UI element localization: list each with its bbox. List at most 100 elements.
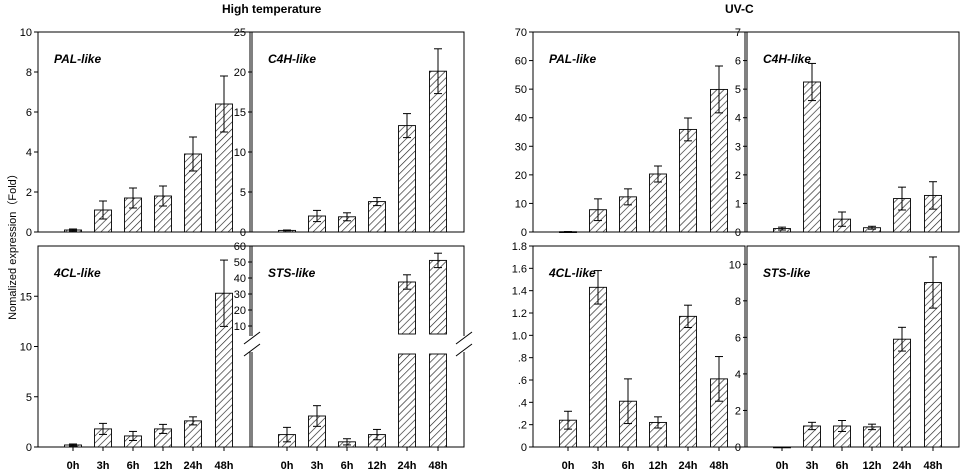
axis-break-gap-left-ht-sts-like [246,336,256,352]
y-tick-label-ht-pal-like: 8 [26,67,32,79]
title-high-temperature: High temperature [222,2,322,16]
y-tick-label-ht-4cl-like: 5 [26,392,32,404]
x-tick-label-ht-sts-like: 6h [341,460,354,472]
panel-label-uvc-c4h-like: C4H-like [763,52,811,66]
y-tick-label-uvc-pal-like: 30 [515,141,527,153]
y-tick-label-uvc-pal-like: 20 [515,170,527,182]
y-tick-label-ht-4cl-like: 15 [20,291,32,303]
panel-frame-uvc-sts-like [746,245,960,448]
bar-lower-ht-sts-like-24h [398,353,416,448]
y-tick-label-uvc-pal-like: 70 [515,27,527,39]
y-tick-label-uvc-4cl-like: 1.8 [512,241,527,253]
bar-upper-ht-sts-like-48h [429,259,447,335]
x-tick-label-ht-4cl-like: 3h [97,460,110,472]
x-tick-label-uvc-sts-like: 48h [924,460,943,472]
y-tick-label-uvc-sts-like: 8 [735,296,741,308]
x-tick-label-uvc-4cl-like: 6h [622,460,635,472]
y-tick-label-uvc-c4h-like: 7 [735,27,741,39]
panel-frame-uvc-c4h-like [746,31,960,233]
y-tick-label-uvc-4cl-like: 1.4 [512,286,527,298]
y-tick-label-ht-c4h-like: 5 [240,187,246,199]
panel-frame-ht-pal-like [37,31,251,233]
y-tick-label-ht-sts-like: 40 [234,273,246,285]
panel-label-ht-c4h-like: C4H-like [268,52,316,66]
axis-break-mark-ht-sts-like [455,331,473,345]
y-tick-label-uvc-4cl-like: .8 [518,353,527,365]
y-tick-label-uvc-c4h-like: 4 [735,113,741,125]
y-tick-label-ht-pal-like: 10 [20,27,32,39]
y-tick-label-uvc-c4h-like: 2 [735,170,741,182]
y-tick-label-ht-pal-like: 0 [26,227,32,239]
bar-uvc-pal-like-12h [649,173,667,233]
y-tick-label-uvc-pal-like: 10 [515,198,527,210]
x-tick-label-ht-sts-like: 0h [281,460,294,472]
bar-uvc-4cl-like-24h [679,315,697,448]
panel-label-ht-sts-like: STS-like [268,266,316,280]
title-uv-c: UV-C [725,2,754,16]
y-tick-label-ht-c4h-like: 25 [234,27,246,39]
y-tick-label-ht-c4h-like: 10 [234,147,246,159]
x-tick-label-ht-4cl-like: 6h [127,460,140,472]
y-tick-label-uvc-pal-like: 40 [515,113,527,125]
y-tick-label-uvc-4cl-like: 1.0 [512,330,527,342]
panel-label-uvc-4cl-like: 4CL-like [548,266,596,280]
y-tick-label-ht-pal-like: 4 [26,147,32,159]
x-tick-label-ht-4cl-like: 0h [67,460,80,472]
x-tick-label-uvc-4cl-like: 12h [649,460,668,472]
y-tick-label-uvc-sts-like: 2 [735,405,741,417]
y-tick-label-uvc-4cl-like: 1.2 [512,308,527,320]
panel-frame-uvc-4cl-like [532,245,746,448]
y-tick-label-ht-4cl-like: 0 [26,442,32,454]
y-tick-label-uvc-4cl-like: .2 [518,420,527,432]
y-tick-label-uvc-c4h-like: 3 [735,141,741,153]
bar-ht-c4h-like-12h [368,201,386,233]
y-tick-label-ht-sts-like: 20 [234,305,246,317]
y-tick-label-ht-4cl-like: 10 [20,342,32,354]
y-tick-label-uvc-c4h-like: 0 [735,227,741,239]
bar-ht-c4h-like-24h [398,125,416,233]
y-tick-label-uvc-c4h-like: 5 [735,84,741,96]
y-tick-label-ht-c4h-like: 20 [234,67,246,79]
x-tick-label-uvc-4cl-like: 48h [710,460,729,472]
panel-frame-ht-c4h-like [251,31,465,233]
y-tick-label-uvc-pal-like: 60 [515,56,527,68]
y-tick-label-ht-sts-like: 60 [234,241,246,253]
y-tick-label-uvc-pal-like: 50 [515,84,527,96]
y-tick-label-uvc-sts-like: 10 [729,259,741,271]
x-tick-label-ht-sts-like: 12h [368,460,387,472]
panel-label-ht-4cl-like: 4CL-like [53,266,101,280]
bar-uvc-4cl-like-3h [589,286,607,448]
x-tick-label-uvc-4cl-like: 24h [679,460,698,472]
x-tick-label-uvc-4cl-like: 0h [562,460,575,472]
y-tick-label-ht-pal-like: 6 [26,107,32,119]
y-tick-label-ht-sts-like: 10 [234,321,246,333]
x-tick-label-ht-4cl-like: 48h [215,460,234,472]
panel-label-uvc-sts-like: STS-like [763,266,811,280]
x-tick-label-uvc-4cl-like: 3h [592,460,605,472]
x-tick-label-uvc-sts-like: 3h [806,460,819,472]
axis-break-gap-right-ht-sts-like [460,336,470,352]
x-tick-label-ht-sts-like: 24h [398,460,417,472]
x-tick-label-ht-sts-like: 48h [429,460,448,472]
y-tick-label-uvc-sts-like: 4 [735,369,741,381]
x-tick-label-uvc-sts-like: 6h [836,460,849,472]
x-tick-label-uvc-sts-like: 12h [863,460,882,472]
y-tick-label-ht-c4h-like: 15 [234,107,246,119]
bar-uvc-c4h-like-3h [803,81,821,233]
bar-upper-ht-sts-like-24h [398,281,416,335]
panel-label-ht-pal-like: PAL-like [54,52,101,66]
x-tick-label-ht-4cl-like: 12h [154,460,173,472]
x-tick-label-ht-4cl-like: 24h [184,460,203,472]
y-tick-label-ht-sts-like: 30 [234,289,246,301]
y-tick-label-uvc-4cl-like: .6 [518,375,527,387]
y-tick-label-uvc-c4h-like: 1 [735,198,741,210]
y-tick-label-ht-sts-like: 50 [234,257,246,269]
panel-label-uvc-pal-like: PAL-like [549,52,596,66]
y-tick-label-uvc-sts-like: 0 [735,442,741,454]
y-tick-label-uvc-4cl-like: 1.6 [512,263,527,275]
bar-lower-ht-sts-like-48h [429,353,447,448]
bar-uvc-sts-like-24h [893,338,911,448]
x-tick-label-uvc-sts-like: 0h [776,460,789,472]
bar-uvc-pal-like-24h [679,128,697,233]
